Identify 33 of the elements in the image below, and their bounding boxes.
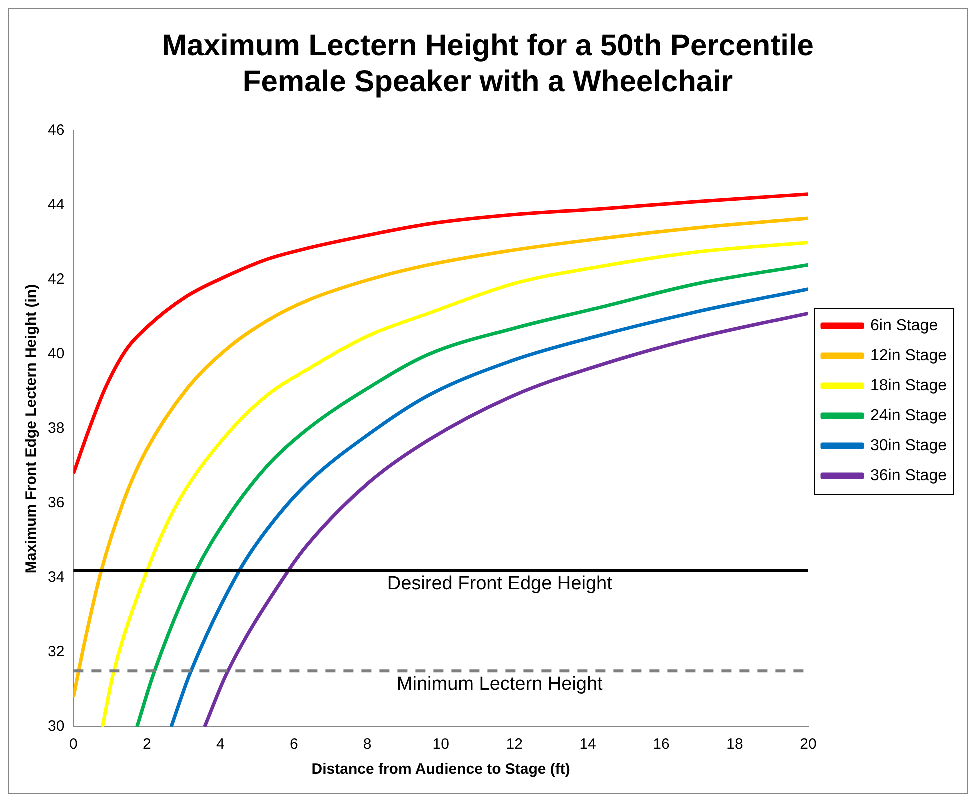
text: Maximum Lectern Height for a 50th Percentile [162,29,814,62]
x-tick-label: 20 [800,736,817,754]
x-tick-label: 12 [506,736,523,754]
y-tick-label: 46 [48,122,65,140]
ref-line-label: Desired Front Edge Height [387,573,614,594]
y-tick-label: 44 [48,196,65,214]
x-tick-label: 16 [653,736,670,754]
y-tick-label: 34 [48,569,65,586]
y-tick-label: 42 [48,271,65,288]
y-tick-label: 32 [48,644,65,661]
ref-line-label: Minimum Lectern Height [396,674,604,695]
legend-label: 30in Stage [870,437,948,454]
x-axis-title: Distance from Audience to Stage (ft) [312,761,570,778]
y-tick-label: 36 [48,494,65,512]
y-axis-title: Maximum Front Edge Lectern Height (in) [23,284,40,574]
y-tick-label: 38 [48,420,65,438]
x-tick-label: 2 [142,736,152,754]
text: Female Speaker with a Wheelchair [242,65,734,98]
x-tick-label: 18 [726,736,744,754]
legend-label: 6in Stage [870,317,938,334]
y-tick-label: 40 [48,346,65,363]
x-tick-label: 8 [363,736,372,754]
x-tick-label: 6 [290,736,298,754]
x-tick-label: 14 [580,736,596,754]
y-tick-label: 30 [48,718,65,736]
legend-label: 36in Stage [870,467,948,484]
legend-label: 18in Stage [870,377,948,394]
legend-label: 24in Stage [870,407,948,424]
legend-label: 12in Stage [870,347,948,364]
x-tick-label: 0 [70,736,78,754]
line-series [74,192,808,476]
x-tick-label: 4 [216,736,225,754]
x-tick-label: 10 [432,736,450,754]
